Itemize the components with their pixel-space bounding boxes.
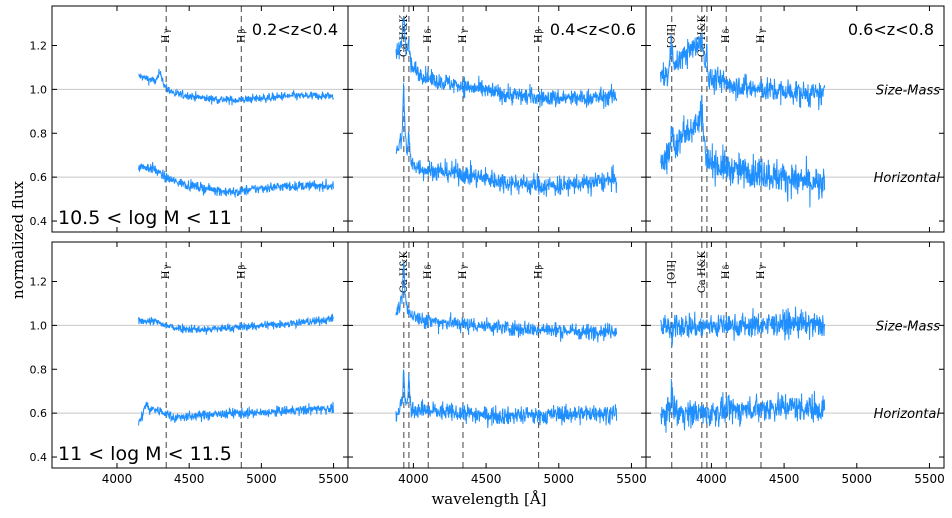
y-tick-label: 0.6 [30, 171, 48, 184]
x-tick-label: 4500 [174, 472, 205, 486]
feature-label-1: Hβ [236, 28, 247, 43]
feature-label-0: [OII] [667, 24, 678, 48]
spectrum-horizontal [660, 378, 826, 433]
x-tick-label: 5000 [544, 472, 575, 486]
panel-r0-c1: Ca H&K Hδ Hγ Hβ 0.4<z<0.6 [347, 5, 647, 233]
y-tick-label: 0.8 [30, 363, 48, 376]
spectrum-size-mass [138, 68, 334, 106]
redshift-label: 0.6<z<0.8 [848, 20, 934, 39]
spectrum-size-mass [138, 313, 334, 335]
series-label-horizontal: Horizontal [874, 407, 941, 422]
spectrum-size-mass [395, 17, 618, 109]
y-tick-label: 1.2 [30, 39, 48, 52]
feature-label-3: Hγ [458, 265, 469, 280]
panel-frame [645, 5, 945, 233]
x-tick-label: 4500 [769, 472, 800, 486]
feature-label-4: Hβ [534, 28, 545, 43]
x-axis-label: wavelength [Å] [431, 490, 546, 508]
feature-label-4: Hγ [756, 265, 767, 280]
y-tick-label: 0.4 [30, 215, 48, 228]
redshift-label: 0.2<z<0.4 [252, 20, 338, 39]
feature-label-0: Ca H&K [399, 15, 410, 57]
redshift-label: 0.4<z<0.6 [550, 20, 636, 39]
feature-label-0: Hγ [161, 29, 172, 44]
feature-label-2: Hδ [423, 29, 434, 44]
y-tick-label: 1.0 [30, 319, 48, 332]
x-tick-label: 4000 [398, 472, 429, 486]
spectrum-size-mass [395, 261, 618, 343]
spectrum-horizontal [395, 369, 618, 429]
spectrum-horizontal [138, 161, 334, 198]
feature-label-3: Hγ [458, 29, 469, 44]
feature-label-0: [OII] [667, 260, 678, 284]
series-label-size-mass: Size-Mass [876, 319, 940, 334]
x-tick-label: 4500 [471, 472, 502, 486]
y-axis-label: normalized flux [9, 181, 27, 299]
panel-frame [51, 241, 349, 469]
spectrum-horizontal [395, 83, 618, 197]
x-tick-label: 4000 [696, 472, 727, 486]
panel-frame [347, 241, 647, 469]
mass-label: 10.5 < log M < 11 [58, 207, 232, 229]
feature-label-3: Hδ [721, 265, 732, 280]
x-tick-label: 5500 [616, 472, 647, 486]
feature-label-4: Hβ [534, 264, 545, 279]
spectrum-horizontal [660, 94, 826, 208]
mass-label: 11 < log M < 11.5 [58, 443, 232, 465]
y-tick-label: 1.2 [30, 275, 48, 288]
panel-frame [645, 241, 945, 469]
panel-r1-c0: Hγ Hβ 4000 4500 5000 5500 0.4 0.6 0.8 1.0 1.2 11 < … [30, 241, 349, 486]
feature-label-0: Hγ [161, 265, 172, 280]
panel-r1-c2: [OII] Ca H&K Hδ Hγ 4000 4500 5000 5500 Size-Mass… [645, 241, 945, 486]
x-tick-label: 5000 [246, 472, 277, 486]
y-tick-label: 0.6 [30, 407, 48, 420]
y-tick-label: 1.0 [30, 83, 48, 96]
y-tick-label: 0.8 [30, 127, 48, 140]
spectrum-size-mass [660, 306, 826, 347]
feature-label-2: Hδ [423, 265, 434, 280]
feature-label-1: Hβ [236, 264, 247, 279]
x-tick-label: 5500 [914, 472, 945, 486]
panel-r0-c0: Hγ Hβ 0.4 0.6 0.8 1.0 1.2 0.2<z<0.4 10.5 < log M… [30, 5, 349, 233]
x-tick-label: 5000 [842, 472, 873, 486]
series-label-horizontal: Horizontal [874, 171, 941, 186]
spectrum-size-mass [660, 32, 826, 111]
feature-label-3: Hδ [721, 29, 732, 44]
feature-label-4: Hγ [756, 29, 767, 44]
panel-frame [347, 5, 647, 233]
feature-label-1: Ca H&K [697, 251, 708, 293]
spectrum-horizontal [138, 401, 334, 426]
x-tick-label: 4000 [102, 472, 133, 486]
panels-layer: Hγ Hβ 0.4 0.6 0.8 1.0 1.2 0.2<z<0.4 10.5 < log M… [30, 5, 945, 486]
series-label-size-mass: Size-Mass [876, 83, 940, 98]
panel-frame [51, 5, 349, 233]
x-tick-label: 5500 [318, 472, 349, 486]
y-tick-label: 0.4 [30, 451, 48, 464]
